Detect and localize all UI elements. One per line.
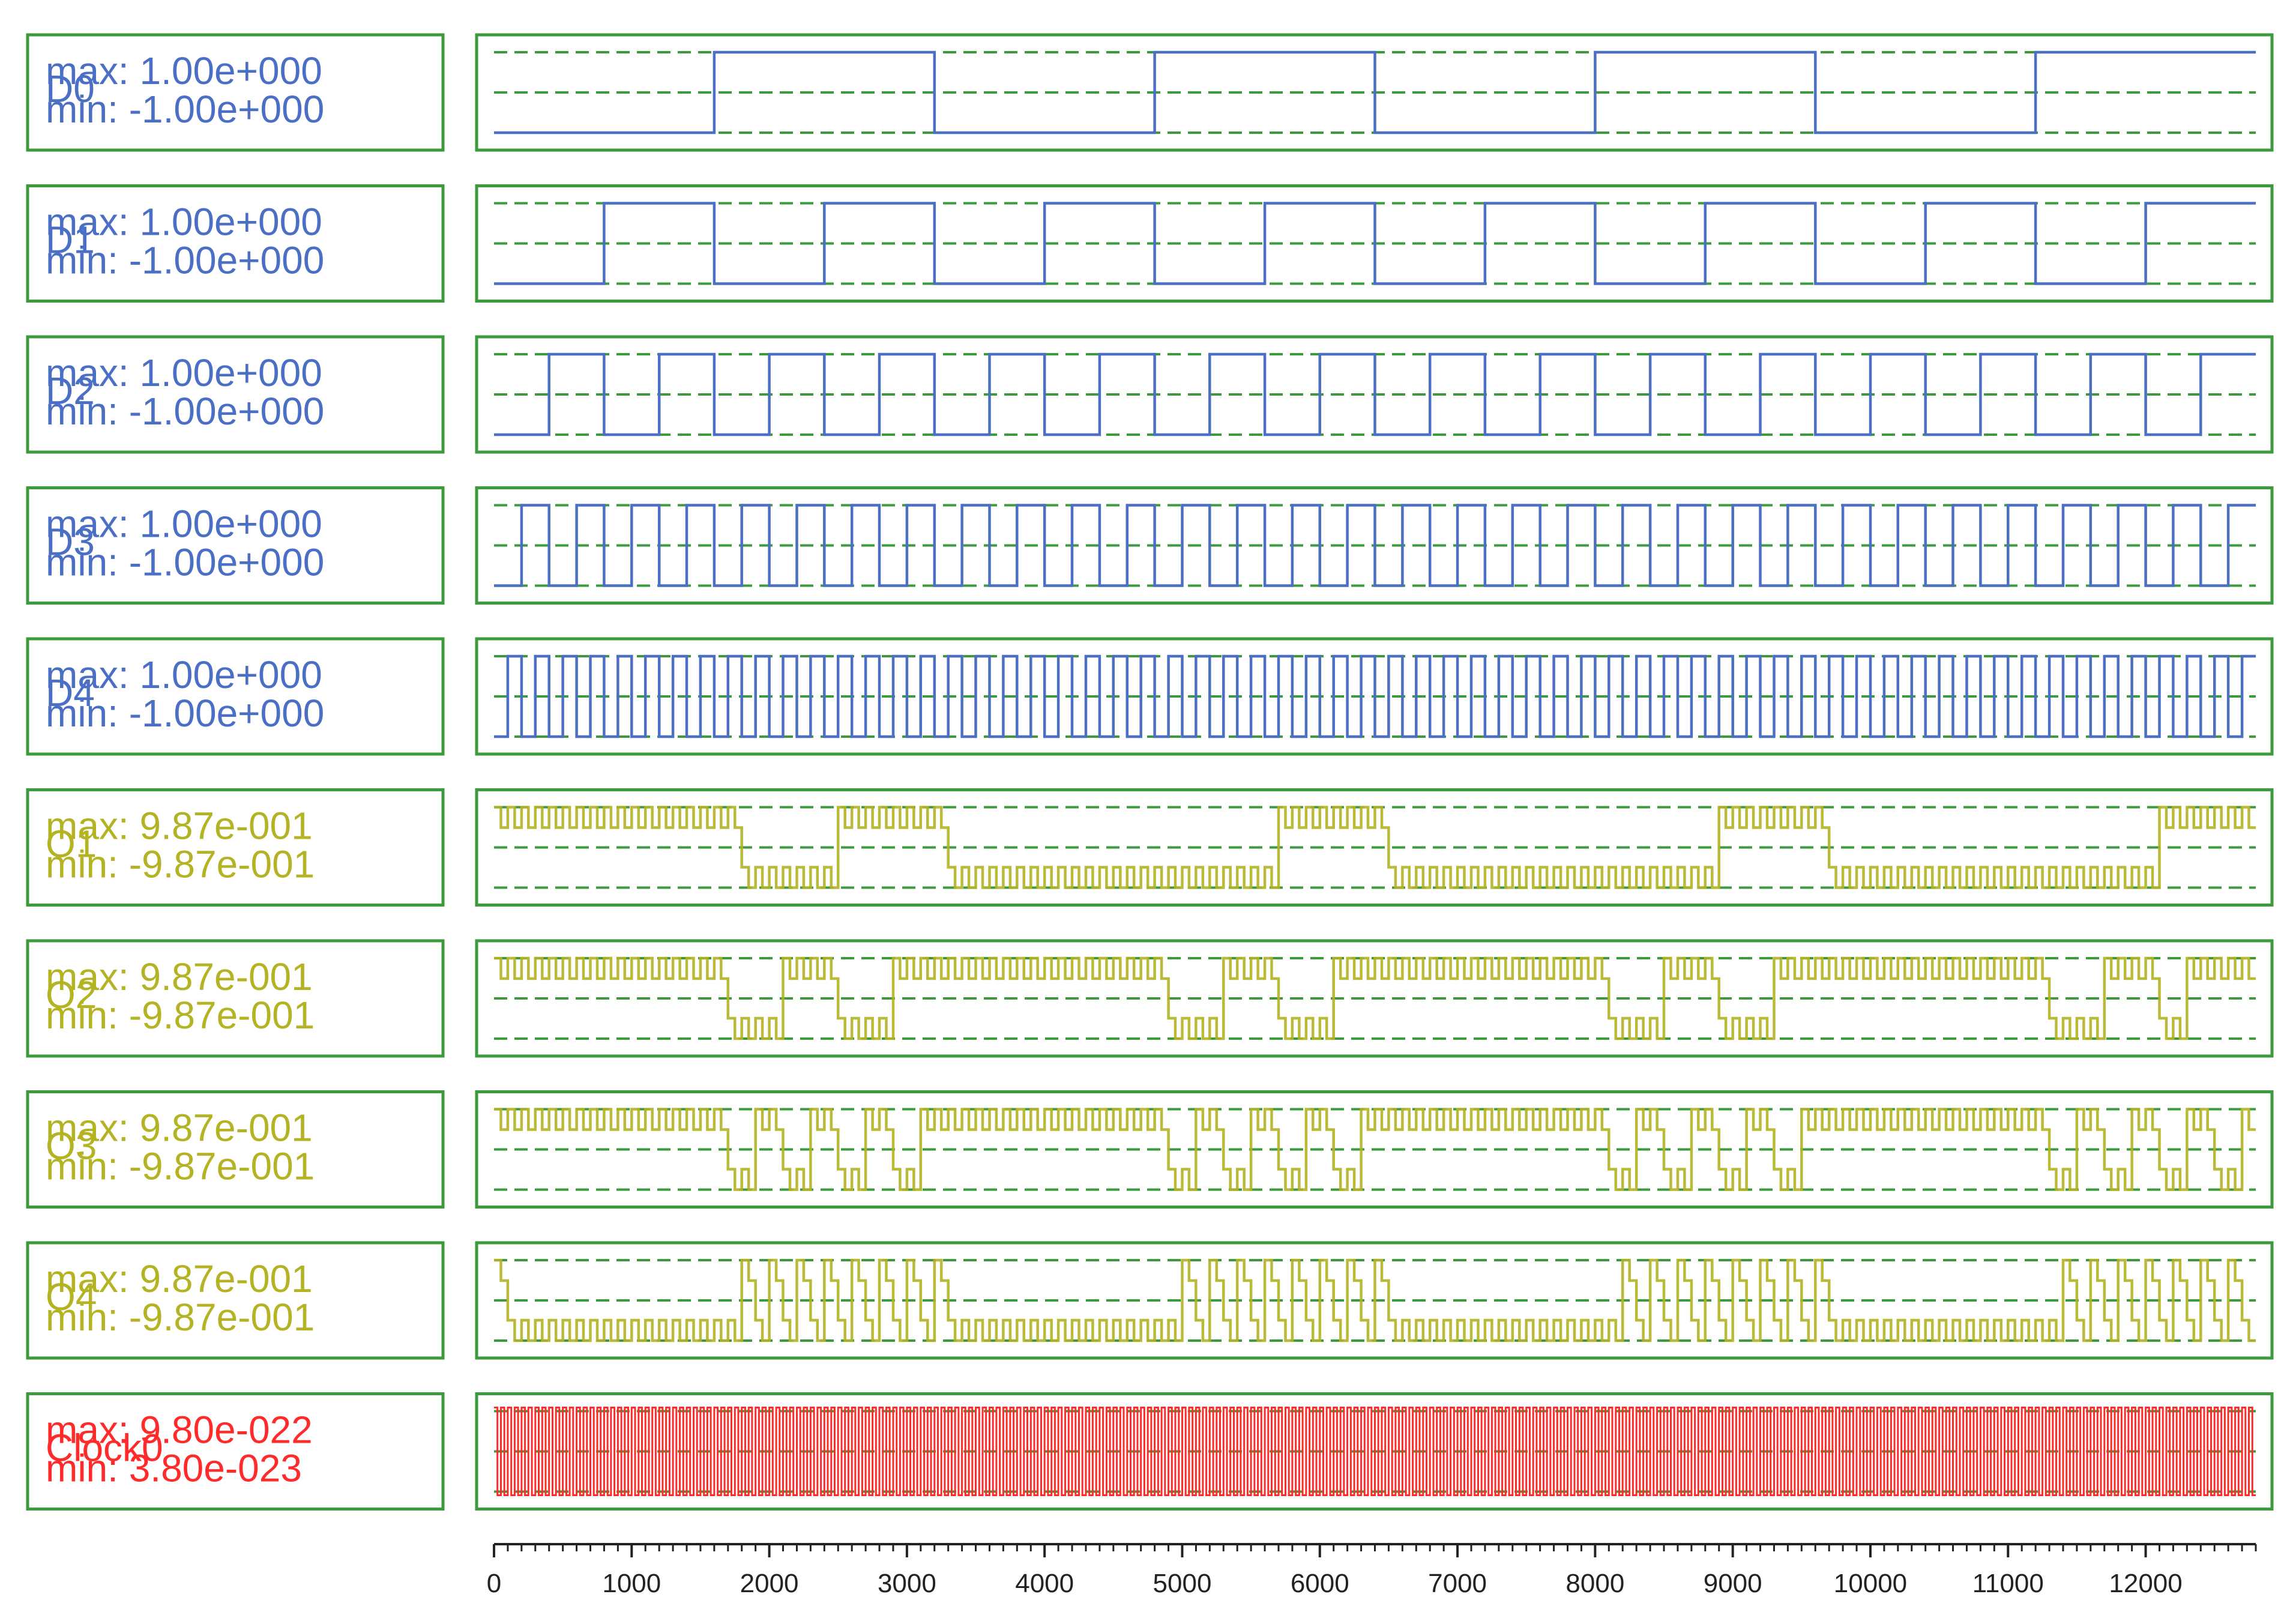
x-tick-label: 10000 — [1834, 1569, 1907, 1598]
frames-layer — [26, 33, 2274, 1511]
label-frame-o2 — [26, 939, 445, 1058]
traces-layer — [494, 50, 2256, 1496]
max-label-d1: max: 1.00e+000 — [46, 201, 322, 244]
series-name-o4: O4 — [46, 1275, 97, 1318]
series-name-o2: O2 — [46, 973, 97, 1016]
trace-o2 — [494, 956, 2256, 1040]
trace-d3 — [494, 504, 2256, 587]
x-tick-label: 0 — [487, 1569, 501, 1598]
min-label-o1: min: -9.87e-001 — [46, 843, 315, 886]
label-frame-d1 — [26, 184, 445, 303]
x-tick-label: 4000 — [1015, 1569, 1074, 1598]
min-label-clock0: min: 3.80e-023 — [46, 1447, 302, 1490]
trace-d4 — [494, 654, 2256, 738]
trace-d2 — [494, 352, 2256, 436]
series-name-d2: D2 — [46, 369, 95, 412]
label-frame-o4 — [26, 1241, 445, 1360]
trace-d0 — [494, 50, 2256, 134]
x-tick-label: 6000 — [1291, 1569, 1349, 1598]
series-name-clock0: Clock0 — [46, 1426, 163, 1470]
max-label-d2: max: 1.00e+000 — [46, 351, 322, 394]
label-frame-o3 — [26, 1090, 445, 1209]
trace-d1 — [494, 202, 2256, 285]
label-frame-d2 — [26, 335, 445, 454]
series-name-o1: O1 — [46, 823, 97, 866]
max-label-o2: max: 9.87e-001 — [46, 955, 313, 998]
label-frame-d0 — [26, 33, 445, 152]
x-tick-label: 5000 — [1153, 1569, 1212, 1598]
label-frame-clock0 — [26, 1392, 445, 1511]
max-label-d3: max: 1.00e+000 — [46, 503, 322, 546]
x-tick-label: 8000 — [1565, 1569, 1624, 1598]
min-label-d0: min: -1.00e+000 — [46, 88, 324, 131]
x-tick-label: 7000 — [1428, 1569, 1487, 1598]
max-label-clock0: max: 9.80e-022 — [46, 1408, 313, 1452]
max-label-o1: max: 9.87e-001 — [46, 804, 313, 848]
min-label-o3: min: -9.87e-001 — [46, 1145, 315, 1188]
trace-o3 — [494, 1108, 2256, 1191]
min-label-d2: min: -1.00e+000 — [46, 390, 324, 433]
series-name-d4: D4 — [46, 671, 95, 714]
trace-clock0 — [494, 1407, 2256, 1496]
trace-o4 — [494, 1258, 2256, 1342]
trace-o1 — [494, 806, 2256, 889]
series-name-d3: D3 — [46, 521, 95, 564]
label-frame-d4 — [26, 637, 445, 756]
max-label-d4: max: 1.00e+000 — [46, 653, 322, 696]
label-frame-o1 — [26, 788, 445, 907]
min-label-o2: min: -9.87e-001 — [46, 994, 315, 1037]
min-label-o4: min: -9.87e-001 — [46, 1296, 315, 1339]
max-label-d0: max: 1.00e+000 — [46, 49, 322, 92]
x-tick-label: 2000 — [740, 1569, 799, 1598]
max-label-o4: max: 9.87e-001 — [46, 1257, 313, 1300]
x-tick-label: 1000 — [602, 1569, 661, 1598]
series-name-d1: D1 — [46, 219, 95, 262]
series-name-d0: D0 — [46, 67, 95, 110]
min-label-d3: min: -1.00e+000 — [46, 541, 324, 584]
x-tick-label: 3000 — [878, 1569, 936, 1598]
series-name-o3: O3 — [46, 1124, 97, 1168]
min-label-d4: min: -1.00e+000 — [46, 692, 324, 735]
max-label-o3: max: 9.87e-001 — [46, 1106, 313, 1150]
x-tick-label: 9000 — [1704, 1569, 1762, 1598]
x-axis: 0 1000 2000 3000 4000 5000 6000 7000 8000 9000 100… — [487, 1543, 2257, 1598]
x-tick-label: 11000 — [1972, 1569, 2044, 1598]
label-frame-d3 — [26, 486, 445, 605]
min-label-d1: min: -1.00e+000 — [46, 239, 324, 282]
x-tick-label: 12000 — [2109, 1569, 2182, 1598]
